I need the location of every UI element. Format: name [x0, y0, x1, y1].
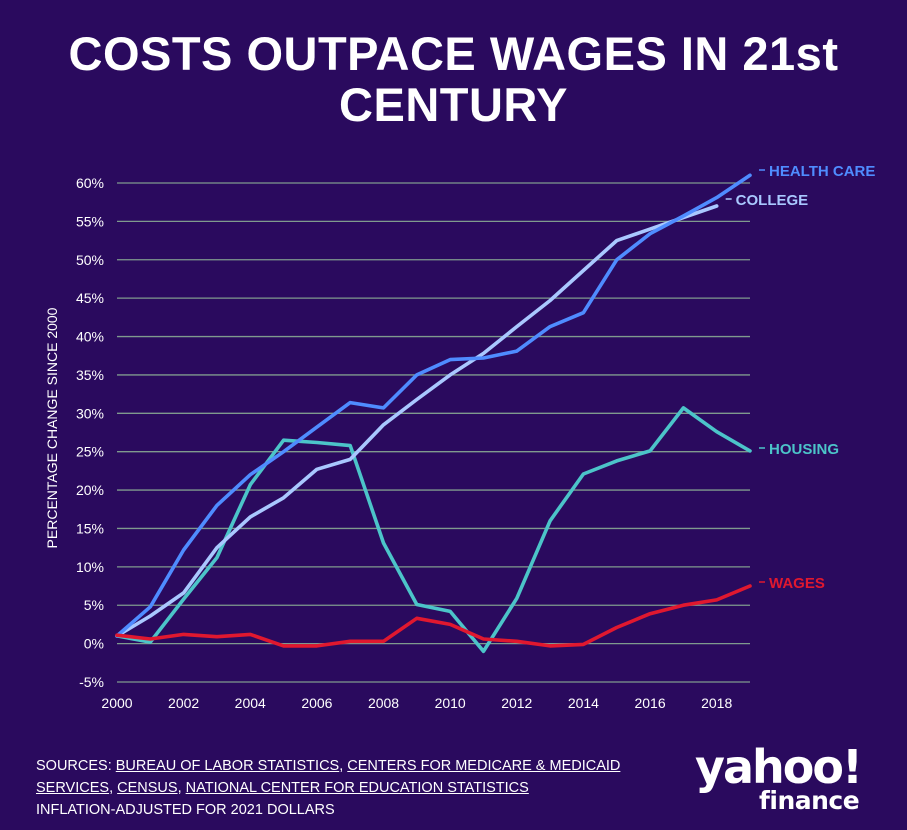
y-tick-label: 60%: [76, 175, 104, 191]
series-line-wages: [115, 584, 752, 648]
source-link[interactable]: NATIONAL CENTER FOR EDUCATION STATISTICS: [185, 780, 529, 796]
source-link[interactable]: CENSUS: [117, 780, 178, 796]
x-tick-label: 2008: [368, 695, 399, 711]
source-link[interactable]: CENTERS FOR MEDICARE & MEDICAID SERVICES: [36, 758, 621, 796]
line-chart: -5% 0% 5% 10% 15% 20% 25% 30% 35% 40% 45% 50% 55% 60%…: [44, 163, 875, 711]
series-line-housing: [115, 406, 752, 654]
y-tick-labels: -5% 0% 5% 10% 15% 20% 25% 30% 35% 40% 45% 50% 55% 60%: [76, 175, 104, 690]
x-tick-label: 2012: [501, 695, 532, 711]
series-labels: HOUSING COLLEGE HEALTH CARE WAGES: [725, 163, 875, 592]
y-tick-label: 25%: [76, 444, 104, 460]
y-tick-label: 0%: [84, 636, 104, 652]
y-tick-label: 20%: [76, 482, 104, 498]
series-label-college: COLLEGE: [736, 192, 809, 209]
series-line-health-care: [115, 173, 752, 638]
source-link[interactable]: BUREAU OF LABOR STATISTICS: [115, 758, 340, 774]
y-tick-label: 35%: [76, 367, 104, 383]
series-lines: [115, 173, 752, 654]
x-tick-label: 2010: [435, 695, 466, 711]
series-label-wages: WAGES: [769, 575, 825, 592]
y-tick-label: 15%: [76, 520, 104, 536]
series-label-health-care: HEALTH CARE: [769, 163, 875, 180]
y-tick-label: 30%: [76, 405, 104, 421]
chart-title: COSTS OUTPACE WAGES IN 21st CENTURY: [68, 27, 839, 131]
x-tick-label: 2018: [701, 695, 732, 711]
y-tick-label: 45%: [76, 290, 104, 306]
x-tick-labels: 2000 2002 2004 2006 2008 2010 2012 2014 2016 2018: [101, 695, 732, 711]
y-tick-label: 10%: [76, 559, 104, 575]
sources-footnote: SOURCES: BUREAU OF LABOR STATISTICS, CEN…: [36, 758, 621, 818]
yahoo-finance-logo: yahoo! finance: [695, 740, 885, 818]
sources-prefix: SOURCES:: [36, 758, 116, 774]
x-tick-label: 2016: [634, 695, 665, 711]
y-tick-label: 40%: [76, 329, 104, 345]
x-tick-label: 2006: [301, 695, 332, 711]
series-label-housing: HOUSING: [769, 441, 839, 458]
y-tick-label: 5%: [84, 597, 104, 613]
series-line-college: [115, 204, 719, 638]
y-tick-label: 55%: [76, 213, 104, 229]
inflation-note: INFLATION-ADJUSTED FOR 2021 DOLLARS: [36, 802, 335, 818]
y-tick-label: -5%: [79, 674, 104, 690]
x-tick-label: 2000: [101, 695, 132, 711]
x-tick-label: 2002: [168, 695, 199, 711]
logo-yahoo-text: yahoo!: [695, 740, 863, 794]
logo-finance-text: finance: [759, 786, 860, 815]
y-axis-label: PERCENTAGE CHANGE SINCE 2000: [44, 307, 60, 548]
x-tick-label: 2004: [235, 695, 266, 711]
x-tick-label: 2014: [568, 695, 599, 711]
y-tick-label: 50%: [76, 252, 104, 268]
